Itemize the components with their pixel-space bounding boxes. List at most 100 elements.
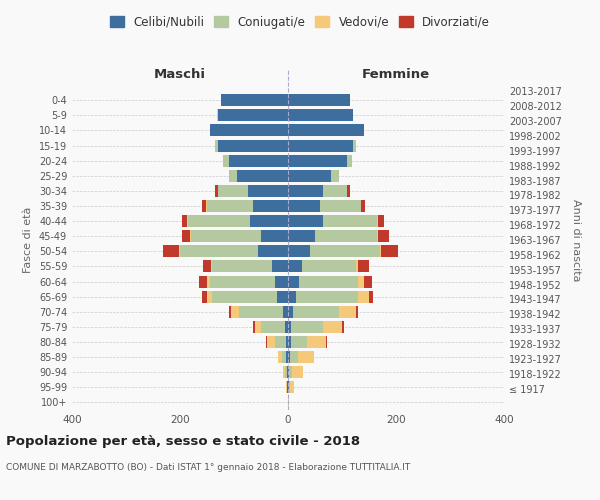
Y-axis label: Fasce di età: Fasce di età	[23, 207, 33, 273]
Bar	[286, 336, 288, 348]
Bar	[288, 94, 350, 106]
Bar	[250, 215, 288, 227]
Bar	[292, 366, 302, 378]
Bar	[290, 336, 307, 348]
Bar	[207, 290, 212, 302]
Bar	[355, 306, 358, 318]
Bar	[288, 396, 289, 408]
Bar	[272, 260, 288, 272]
Bar	[340, 306, 355, 318]
Bar	[188, 215, 250, 227]
Bar	[377, 230, 378, 242]
Bar	[315, 230, 377, 242]
Bar	[286, 382, 287, 394]
Bar	[212, 290, 277, 302]
Bar	[223, 154, 229, 166]
Bar	[288, 200, 320, 212]
Bar	[207, 276, 210, 287]
Bar	[283, 306, 288, 318]
Bar	[290, 382, 295, 394]
Bar	[282, 351, 286, 363]
Bar	[253, 321, 254, 333]
Bar	[163, 246, 179, 258]
Bar	[275, 336, 286, 348]
Bar	[207, 200, 253, 212]
Bar	[323, 215, 377, 227]
Bar	[288, 170, 331, 182]
Bar	[267, 336, 275, 348]
Text: COMUNE DI MARZABOTTO (BO) - Dati ISTAT 1° gennaio 2018 - Elaborazione TUTTITALIA: COMUNE DI MARZABOTTO (BO) - Dati ISTAT 1…	[6, 463, 410, 472]
Legend: Celibi/Nubili, Coniugati/e, Vedovi/e, Divorziati/e: Celibi/Nubili, Coniugati/e, Vedovi/e, Di…	[105, 11, 495, 34]
Text: Femmine: Femmine	[362, 68, 430, 80]
Bar	[210, 276, 275, 287]
Bar	[288, 215, 323, 227]
Bar	[239, 306, 283, 318]
Bar	[331, 170, 340, 182]
Bar	[288, 366, 289, 378]
Bar	[288, 154, 347, 166]
Bar	[288, 351, 290, 363]
Bar	[361, 200, 365, 212]
Bar	[288, 110, 353, 122]
Bar	[191, 230, 261, 242]
Bar	[288, 230, 315, 242]
Bar	[347, 185, 350, 197]
Bar	[277, 290, 288, 302]
Bar	[199, 276, 207, 287]
Bar	[286, 351, 288, 363]
Bar	[288, 185, 323, 197]
Bar	[323, 185, 347, 197]
Bar	[261, 230, 288, 242]
Bar	[290, 351, 298, 363]
Bar	[286, 321, 288, 333]
Bar	[310, 246, 380, 258]
Bar	[288, 306, 293, 318]
Bar	[358, 290, 369, 302]
Bar	[299, 276, 358, 287]
Bar	[288, 140, 353, 151]
Y-axis label: Anni di nascita: Anni di nascita	[571, 198, 581, 281]
Bar	[211, 260, 212, 272]
Bar	[218, 185, 248, 197]
Bar	[307, 336, 326, 348]
Bar	[218, 140, 288, 151]
Bar	[221, 94, 288, 106]
Bar	[298, 351, 314, 363]
Bar	[232, 306, 239, 318]
Bar	[180, 246, 259, 258]
Bar	[202, 290, 207, 302]
Bar	[229, 170, 236, 182]
Bar	[289, 382, 290, 394]
Bar	[275, 276, 288, 287]
Bar	[347, 154, 352, 166]
Bar	[203, 260, 211, 272]
Bar	[288, 290, 296, 302]
Bar	[378, 230, 389, 242]
Bar	[288, 246, 310, 258]
Bar	[179, 246, 180, 258]
Bar	[261, 321, 286, 333]
Bar	[342, 321, 344, 333]
Bar	[253, 200, 288, 212]
Bar	[296, 290, 358, 302]
Bar	[290, 321, 323, 333]
Bar	[380, 246, 382, 258]
Bar	[364, 276, 372, 287]
Bar	[218, 110, 288, 122]
Bar	[288, 336, 290, 348]
Bar	[358, 276, 364, 287]
Bar	[288, 382, 289, 394]
Bar	[358, 260, 369, 272]
Bar	[217, 110, 218, 122]
Bar	[229, 154, 288, 166]
Bar	[320, 200, 361, 212]
Bar	[377, 215, 384, 227]
Bar	[259, 246, 288, 258]
Bar	[215, 185, 218, 197]
Bar	[190, 230, 191, 242]
Bar	[288, 321, 290, 333]
Bar	[254, 321, 261, 333]
Bar	[288, 124, 364, 136]
Bar	[229, 306, 232, 318]
Bar	[288, 276, 299, 287]
